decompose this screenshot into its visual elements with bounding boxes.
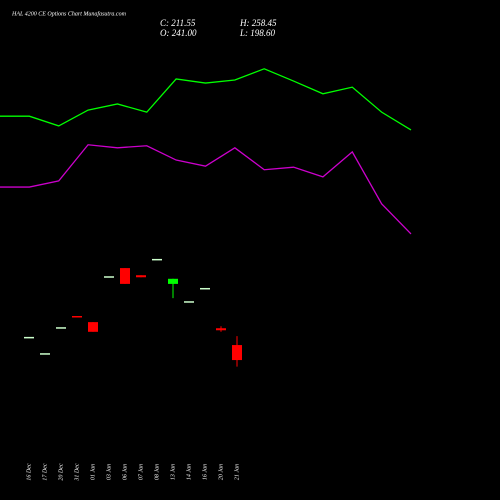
x-tick-label: 16 Dec — [26, 463, 32, 480]
candle-body — [216, 328, 226, 331]
x-tick-label: 17 Dec — [42, 463, 48, 480]
x-tick-label: 03 Jan — [106, 464, 112, 480]
x-tick-label: 20 Jan — [218, 464, 224, 480]
candle-body — [152, 258, 162, 261]
x-tick-label: 31 Dec — [74, 463, 80, 481]
x-tick-label: 08 Jan — [154, 464, 160, 480]
indicator-line — [0, 68, 412, 131]
x-tick-label: 21 Jan — [234, 464, 240, 480]
chart-title: HAL 4200 CE Options Chart Munafasutra.co… — [11, 10, 127, 17]
x-tick-label: 06 Jan — [122, 464, 128, 480]
candle-body — [184, 301, 194, 303]
x-tick-label: 14 Jan — [185, 464, 192, 480]
close-label: C: 211.55 — [160, 18, 196, 28]
x-tick-label: 16 Jan — [202, 464, 208, 480]
candle-body — [200, 287, 210, 290]
candle-body — [232, 345, 242, 361]
candle-body — [104, 276, 114, 278]
candle-body — [120, 268, 130, 284]
candle-body — [56, 327, 66, 329]
x-tick-label: 01 Jan — [90, 464, 96, 480]
candle-body — [88, 322, 98, 332]
indicator-line — [0, 144, 412, 235]
x-tick-label: 07 Jan — [138, 464, 144, 480]
candle-body — [72, 316, 82, 318]
high-label: H: 258.45 — [239, 18, 277, 28]
candle-body — [24, 336, 34, 339]
candle-body — [168, 278, 178, 284]
low-label: L: 198.60 — [239, 28, 276, 38]
x-tick-label: 13 Jan — [170, 464, 176, 480]
candle-body — [136, 275, 146, 278]
candle-body — [40, 353, 50, 355]
x-tick-label: 20 Dec — [58, 463, 64, 480]
open-label: O: 241.00 — [160, 28, 197, 38]
